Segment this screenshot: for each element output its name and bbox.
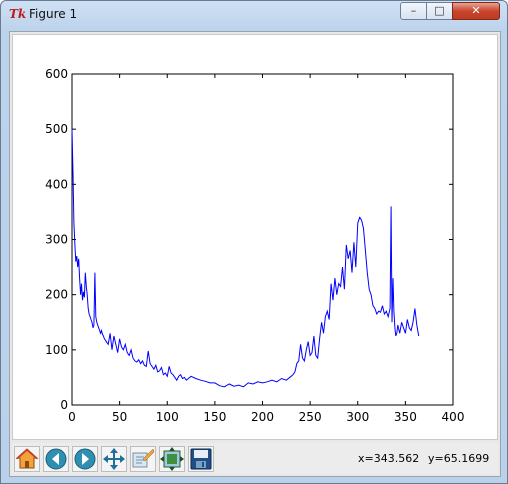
subplots-icon bbox=[160, 447, 184, 471]
save-button[interactable] bbox=[188, 446, 214, 472]
minimize-button[interactable]: – bbox=[400, 2, 427, 20]
pan-icon bbox=[103, 448, 125, 470]
y-tick-label: 100 bbox=[45, 343, 68, 357]
y-tick-label: 0 bbox=[60, 398, 68, 412]
x-tick-label: 50 bbox=[112, 410, 127, 424]
close-icon: ✕ bbox=[471, 4, 481, 17]
x-tick-label: 400 bbox=[442, 410, 465, 424]
zoom-icon bbox=[132, 448, 155, 468]
cursor-x-readout: x=343.562 bbox=[358, 452, 420, 465]
title-bar[interactable]: Tk Figure 1 – □ ✕ bbox=[1, 1, 507, 27]
x-tick-label: 100 bbox=[156, 410, 179, 424]
pan-button[interactable] bbox=[101, 446, 127, 472]
y-tick-label: 500 bbox=[45, 122, 68, 136]
series-line bbox=[71, 129, 420, 388]
y-tick-label: 600 bbox=[45, 67, 68, 81]
forward-icon bbox=[74, 448, 96, 470]
y-tick-label: 200 bbox=[45, 288, 68, 302]
close-button[interactable]: ✕ bbox=[452, 2, 500, 20]
x-tick-label: 200 bbox=[251, 410, 274, 424]
subplots-button[interactable] bbox=[159, 446, 185, 472]
tk-feather-icon: Tk bbox=[9, 7, 27, 21]
x-tick-label: 250 bbox=[299, 410, 322, 424]
back-button[interactable] bbox=[43, 446, 69, 472]
home-button[interactable] bbox=[14, 446, 40, 472]
y-tick-label: 300 bbox=[45, 233, 68, 247]
figure-client-area: 0 50 100 150 200 250 300 350 400 0 100 200 300 400 500… bbox=[9, 31, 501, 477]
line-chart[interactable]: 0 50 100 150 200 250 300 350 400 0 100 200 300 400 500… bbox=[13, 35, 497, 439]
maximize-icon: □ bbox=[434, 4, 445, 17]
minimize-icon: – bbox=[410, 4, 417, 17]
maximize-button[interactable]: □ bbox=[426, 2, 453, 20]
forward-button[interactable] bbox=[72, 446, 98, 472]
y-tick-label: 400 bbox=[45, 177, 68, 191]
x-tick-label: 0 bbox=[68, 410, 76, 424]
back-icon bbox=[45, 448, 67, 470]
x-tick-label: 350 bbox=[394, 410, 417, 424]
home-icon bbox=[15, 448, 39, 469]
plot-canvas[interactable]: 0 50 100 150 200 250 300 350 400 0 100 200 300 400 500… bbox=[12, 34, 498, 440]
save-icon bbox=[190, 448, 212, 470]
window-title: Figure 1 bbox=[29, 7, 78, 21]
navigation-toolbar: x=343.562 y=65.1699 bbox=[12, 443, 498, 474]
zoom-button[interactable] bbox=[130, 446, 156, 472]
x-tick-label: 150 bbox=[203, 410, 226, 424]
cursor-y-readout: y=65.1699 bbox=[428, 452, 490, 465]
x-tick-label: 300 bbox=[346, 410, 369, 424]
plot-area bbox=[71, 73, 454, 406]
